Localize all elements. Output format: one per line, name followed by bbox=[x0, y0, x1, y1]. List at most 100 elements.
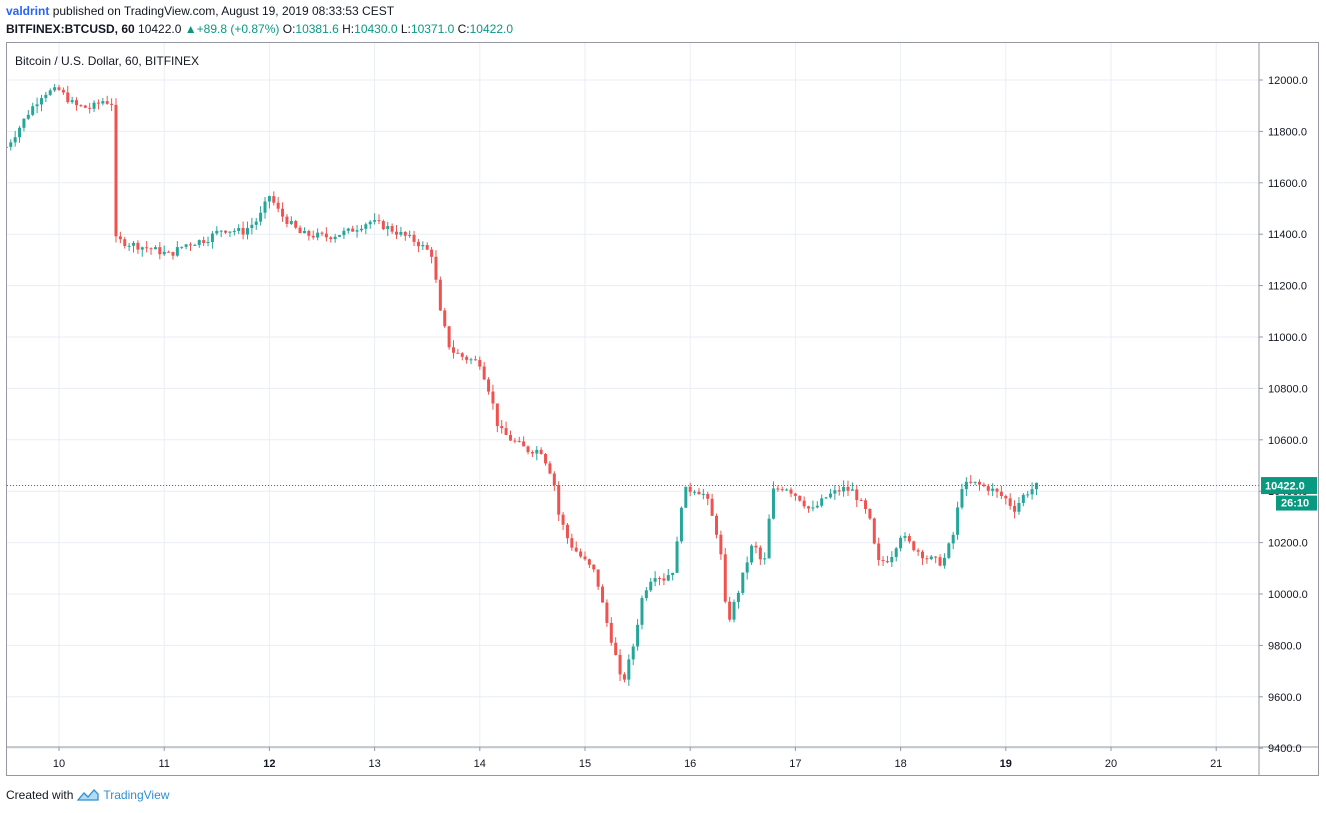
change-up-icon: ▲ bbox=[184, 22, 197, 36]
candle-body bbox=[281, 208, 285, 217]
candle-body bbox=[390, 226, 394, 232]
candle-body bbox=[333, 236, 337, 240]
candle-body bbox=[408, 234, 412, 236]
candle-body bbox=[741, 572, 745, 593]
close-label: C: bbox=[457, 22, 470, 36]
candle-body bbox=[359, 228, 363, 231]
time-tick-label: 18 bbox=[894, 758, 906, 770]
candle-body bbox=[618, 654, 622, 675]
candle-body bbox=[355, 230, 359, 232]
candle-body bbox=[881, 559, 885, 562]
candle-body bbox=[373, 220, 377, 222]
candle-body bbox=[158, 247, 162, 255]
candle-body bbox=[899, 537, 903, 549]
candle-body bbox=[579, 551, 583, 557]
candle-body bbox=[206, 241, 210, 243]
candle-body bbox=[771, 488, 775, 519]
candle-body bbox=[460, 353, 464, 357]
open-value: 10381.6 bbox=[295, 22, 339, 36]
candle-body bbox=[66, 92, 70, 103]
candle-body bbox=[925, 558, 929, 560]
candle-body bbox=[425, 245, 429, 250]
candle-body bbox=[324, 233, 328, 238]
candle-body bbox=[679, 507, 683, 542]
candle-body bbox=[399, 231, 403, 235]
candle-body bbox=[18, 127, 22, 138]
candle-body bbox=[995, 488, 999, 492]
candle-body bbox=[807, 506, 811, 509]
candle-body bbox=[79, 105, 83, 107]
candle-body bbox=[1004, 496, 1008, 499]
candle-body bbox=[846, 486, 850, 491]
candle-body bbox=[48, 90, 52, 95]
time-tick-label: 10 bbox=[53, 758, 65, 770]
candle-body bbox=[557, 485, 561, 515]
candle-body bbox=[57, 87, 61, 90]
tradingview-logo-icon bbox=[77, 789, 100, 801]
candle-body bbox=[153, 247, 157, 250]
symbol-name[interactable]: BITFINEX:BTCUSD, 60 bbox=[6, 22, 135, 36]
candle-body bbox=[973, 481, 977, 483]
candle-body bbox=[811, 507, 815, 509]
last-price: 10422.0 bbox=[138, 22, 182, 36]
candle-body bbox=[723, 554, 727, 602]
candle-body bbox=[377, 220, 381, 222]
publisher-link[interactable]: valdrint bbox=[6, 4, 50, 18]
candle-body bbox=[482, 366, 486, 380]
candle-body bbox=[26, 114, 30, 119]
time-tick-label: 17 bbox=[789, 758, 801, 770]
candle-body bbox=[175, 247, 179, 256]
candle-body bbox=[443, 310, 447, 327]
candle-body bbox=[969, 481, 973, 483]
candle-body bbox=[736, 592, 740, 602]
candle-body bbox=[587, 559, 591, 565]
price-tick-label: 10000.0 bbox=[1268, 589, 1308, 601]
candle-body bbox=[35, 104, 39, 107]
candle-body bbox=[1017, 502, 1021, 512]
candle-body bbox=[224, 230, 228, 233]
candle-body bbox=[837, 490, 841, 492]
candle-body bbox=[1013, 505, 1017, 512]
candle-body bbox=[842, 486, 846, 492]
candle-body bbox=[986, 486, 990, 491]
tradingview-link[interactable]: TradingView bbox=[103, 788, 170, 802]
candle-body bbox=[921, 551, 925, 559]
high-label: H: bbox=[342, 22, 355, 36]
bar-countdown: 26:10 bbox=[1281, 498, 1309, 510]
low-value: 10371.0 bbox=[410, 22, 455, 36]
time-tick-label: 15 bbox=[579, 758, 591, 770]
candle-body bbox=[601, 586, 605, 603]
candle-body bbox=[189, 244, 192, 246]
candle-body bbox=[662, 578, 666, 581]
candle-body bbox=[877, 543, 881, 560]
candle-body bbox=[539, 449, 543, 455]
candle-body bbox=[495, 403, 499, 427]
candle-body bbox=[697, 491, 701, 495]
candle-body bbox=[421, 245, 425, 247]
time-tick-label: 21 bbox=[1210, 758, 1222, 770]
candle-body bbox=[1021, 494, 1025, 503]
candle-body bbox=[745, 562, 749, 573]
time-tick-label: 19 bbox=[1000, 758, 1012, 770]
candle-body bbox=[627, 659, 631, 680]
candle-body bbox=[320, 232, 324, 234]
time-axis: 10 11 12 13 14 15 16 17 18 19 20 21 bbox=[53, 747, 1222, 770]
price-chart[interactable]: 12000.0 11800.0 11600.0 11400.0 11200.0 11000… bbox=[4, 43, 1318, 775]
candle-body bbox=[53, 87, 57, 91]
price-tick-label: 9600.0 bbox=[1268, 692, 1302, 704]
candle-body bbox=[500, 426, 504, 429]
open-label: O: bbox=[282, 22, 296, 36]
candle-body bbox=[473, 359, 477, 361]
candle-body bbox=[434, 256, 438, 280]
candle-body bbox=[789, 489, 793, 494]
candle-body bbox=[693, 491, 697, 493]
candle-body bbox=[526, 446, 530, 453]
candle-body bbox=[907, 536, 911, 542]
candle-body bbox=[728, 601, 732, 620]
chart-frame[interactable]: 12000.0 11800.0 11600.0 11400.0 11200.0 11000… bbox=[4, 42, 1319, 776]
time-tick-label: 12 bbox=[263, 758, 275, 770]
candle-body bbox=[644, 590, 648, 599]
candle-body bbox=[701, 493, 705, 495]
candle-body bbox=[70, 100, 74, 103]
price-tick-label: 11200.0 bbox=[1268, 281, 1307, 293]
